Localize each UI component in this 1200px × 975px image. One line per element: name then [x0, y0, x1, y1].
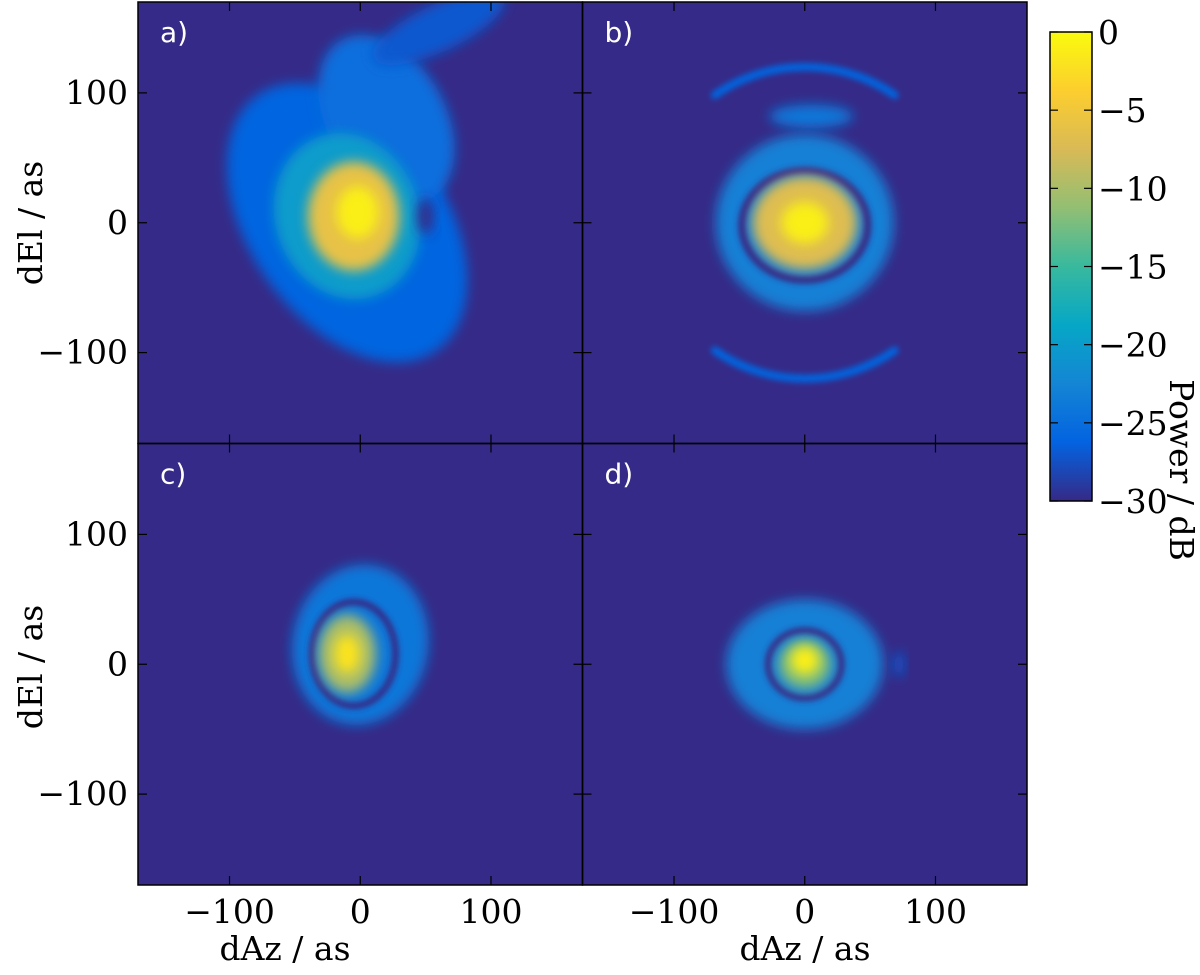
panels: a) b) c) d): [138, 2, 1027, 885]
colorbar-tick-label: −30: [1098, 482, 1168, 521]
power-blob: [893, 651, 905, 678]
colorbar-label: Power / dB: [1162, 379, 1200, 561]
power-blob: [769, 104, 854, 128]
y-axis-title-top: dEl / as: [11, 161, 50, 285]
colorbar-ticks: 0 −5 −10 −15 −20 −25 −30: [1050, 13, 1168, 521]
null-ring: [308, 598, 399, 710]
axes: 100 0 −100 −100 0 100 100 0 −100 −100 0 100: [37, 1, 1028, 931]
x-tick-label: 0: [350, 892, 371, 931]
panel-c: c): [138, 443, 583, 885]
power-blob: [790, 646, 820, 675]
panel-b: b): [582, 2, 1027, 444]
colorbar-tick-label: −10: [1098, 169, 1168, 208]
panel-tag: a): [160, 16, 188, 49]
x-tick-label: 100: [904, 892, 967, 931]
panel-d: d): [582, 443, 1027, 885]
panel-tag: b): [605, 16, 634, 49]
panel-a: a): [138, 2, 583, 444]
y-tick-label: 0: [107, 644, 128, 683]
sidelobe-arc: [710, 63, 899, 100]
colorbar-tick-label: 0: [1098, 13, 1119, 52]
x-tick-label: −100: [184, 892, 275, 931]
x-axis-title-left: dAz / as: [219, 929, 350, 968]
panel-tag: c): [160, 458, 186, 491]
colorbar: 0 −5 −10 −15 −20 −25 −30 Power / dB: [1049, 13, 1200, 561]
y-tick-label: 100: [65, 514, 128, 553]
y-tick-label: 100: [65, 73, 128, 112]
y-axis-title-bottom: dEl / as: [11, 605, 50, 729]
power-blob: [781, 201, 829, 244]
x-axis-title-right: dAz / as: [739, 929, 870, 968]
y-tick-label: −100: [37, 333, 128, 372]
power-blob: [334, 634, 361, 674]
x-tick-label: −100: [629, 892, 720, 931]
y-tick-label: 0: [107, 203, 128, 242]
x-tick-label: 100: [459, 892, 522, 931]
colorbar-tick-label: −5: [1098, 91, 1147, 130]
panel-tag: d): [605, 458, 634, 491]
colorbar-tick-label: −20: [1098, 326, 1168, 365]
power-blob: [417, 198, 434, 235]
power-blob: [372, 2, 505, 66]
null-ring: [764, 627, 845, 702]
colorbar-tick-label: −15: [1098, 248, 1168, 287]
y-tick-label: −100: [37, 774, 128, 813]
sidelobe-arc: [710, 346, 899, 383]
null-ring: [738, 166, 872, 284]
power-blob: [336, 186, 379, 239]
colorbar-tick-label: −25: [1098, 404, 1168, 443]
x-tick-label: 0: [794, 892, 815, 931]
